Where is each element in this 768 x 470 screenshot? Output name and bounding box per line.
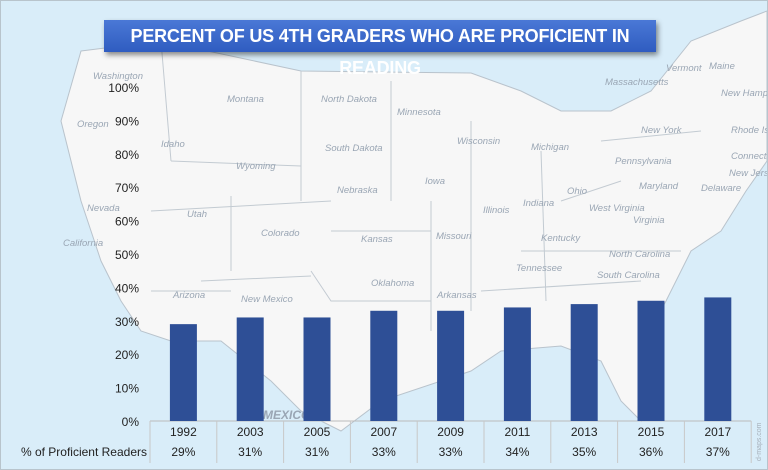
x-tick-label: 2015 xyxy=(638,425,665,439)
y-tick-label: 0% xyxy=(122,415,140,429)
bar-2003 xyxy=(236,317,264,421)
map-state-label: Nevada xyxy=(87,203,120,214)
y-tick-label: 40% xyxy=(115,281,139,295)
data-table-value: 36% xyxy=(639,445,663,459)
data-table-value: 34% xyxy=(505,445,529,459)
state-border xyxy=(170,160,302,167)
map-state-label: Missouri xyxy=(436,231,472,242)
map-state-label: Arkansas xyxy=(436,290,477,301)
state-border xyxy=(480,280,642,292)
state-border xyxy=(600,130,702,142)
plot-area: 0% 10% 20% 30% 40% 50% 60% 70% 80% 90% 100% % of Pr… xyxy=(21,81,752,463)
data-table-value: 33% xyxy=(439,445,463,459)
map-state-label: Montana xyxy=(227,94,264,105)
bar-2011 xyxy=(503,307,531,421)
state-border xyxy=(560,180,622,202)
y-tick-label: 10% xyxy=(115,382,139,396)
map-state-label: Wisconsin xyxy=(457,136,500,147)
map-state-label: Rhode Island xyxy=(731,125,767,136)
x-tick-label: 2011 xyxy=(504,425,530,439)
bar-1992 xyxy=(169,324,197,421)
data-table-value: 31% xyxy=(238,445,262,459)
map-state-label: Wyoming xyxy=(236,161,276,172)
map-state-label: Idaho xyxy=(161,139,185,150)
map-state-label: Delaware xyxy=(701,183,741,194)
bar-2007 xyxy=(370,310,398,421)
map-state-label: Michigan xyxy=(531,142,569,153)
y-tick-label: 60% xyxy=(115,215,139,229)
map-state-label: New Mexico xyxy=(241,294,293,305)
map-state-label: New Hampshire xyxy=(721,88,767,99)
map-state-label: Nebraska xyxy=(337,185,378,196)
map-state-label: Vermont xyxy=(666,63,702,74)
map-state-label: Kentucky xyxy=(541,233,581,244)
map-state-label: Maine xyxy=(709,61,735,72)
map-state-label: South Carolina xyxy=(597,270,660,281)
map-state-label: Tennessee xyxy=(516,263,562,274)
data-table-value: 29% xyxy=(171,445,195,459)
map-state-label: Connecticut xyxy=(731,151,767,162)
map-state-label: New Jersey xyxy=(729,168,767,179)
map-credit: d-maps.com xyxy=(756,422,763,461)
map-state-label: Arizona xyxy=(172,290,205,301)
state-border xyxy=(160,40,172,162)
y-tick-label: 70% xyxy=(115,181,139,195)
map-state-label: New York xyxy=(641,125,683,136)
y-tick-label: 20% xyxy=(115,348,139,362)
map-state-label: Illinois xyxy=(483,205,510,216)
bar-2005 xyxy=(303,317,331,421)
bar-2017 xyxy=(704,297,732,421)
x-tick-label: 1992 xyxy=(170,425,197,439)
state-border xyxy=(150,200,332,212)
map-state-label: California xyxy=(63,238,103,249)
map-state-label: Minnesota xyxy=(397,107,441,118)
map-state-label: Kansas xyxy=(361,234,393,245)
chart-title: PERCENT OF US 4TH GRADERS WHO ARE PROFIC… xyxy=(104,20,656,78)
map-state-label: MEXICO xyxy=(263,408,311,422)
y-tick-label: 30% xyxy=(115,315,139,329)
data-table-value: 33% xyxy=(372,445,396,459)
state-border xyxy=(200,275,312,282)
state-border xyxy=(540,150,547,302)
map-state-label: Washington xyxy=(93,71,143,82)
data-table-value: 35% xyxy=(572,445,596,459)
x-tick-label: 2013 xyxy=(571,425,598,439)
series-legend-label: % of Proficient Readers xyxy=(21,445,147,459)
map-state-label: Ohio xyxy=(567,186,587,197)
y-tick-label: 50% xyxy=(115,248,139,262)
x-tick-label: 2009 xyxy=(437,425,464,439)
y-tick-label: 80% xyxy=(115,148,139,162)
x-tick-label: 2017 xyxy=(704,425,731,439)
map-state-label: Colorado xyxy=(261,228,300,239)
map-state-label: Maryland xyxy=(639,181,679,192)
map-state-label: South Dakota xyxy=(325,143,383,154)
map-state-label: North Carolina xyxy=(609,249,670,260)
map-state-label: Pennsylvania xyxy=(615,156,672,167)
map-state-label: Iowa xyxy=(425,176,445,187)
x-tick-label: 2003 xyxy=(237,425,264,439)
map-state-label: Utah xyxy=(187,209,207,220)
x-tick-label: 2005 xyxy=(304,425,331,439)
x-tick-label: 2007 xyxy=(370,425,397,439)
map-state-label: Virginia xyxy=(633,215,665,226)
y-tick-label: 100% xyxy=(108,81,139,95)
bar-2013 xyxy=(570,304,598,421)
map-state-label: North Dakota xyxy=(321,94,377,105)
map-state-label: Massachusetts xyxy=(605,77,669,88)
data-table-value: 37% xyxy=(706,445,730,459)
state-border xyxy=(310,270,431,302)
bar-2015 xyxy=(637,300,665,421)
bar-2009 xyxy=(437,310,465,421)
map-state-label: Indiana xyxy=(523,198,554,209)
data-table-value: 31% xyxy=(305,445,329,459)
map-state-label: Oregon xyxy=(77,119,109,130)
map-state-label: Oklahoma xyxy=(371,278,414,289)
y-tick-label: 90% xyxy=(115,114,139,128)
map-state-label: West Virginia xyxy=(589,203,645,214)
